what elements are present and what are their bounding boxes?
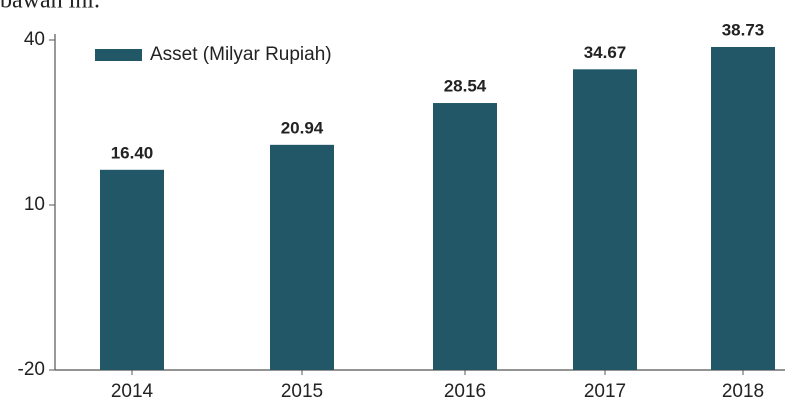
x-tick-label: 2015 <box>281 381 323 402</box>
x-tick-label: 2018 <box>722 381 764 402</box>
y-tick-label: -20 <box>18 359 45 380</box>
y-tick-label: 10 <box>24 194 45 215</box>
bar <box>433 103 497 370</box>
bar <box>573 69 637 370</box>
value-label: 20.94 <box>281 118 324 137</box>
value-label: 16.40 <box>111 143 154 162</box>
y-tick-label: 40 <box>24 29 45 50</box>
bar <box>270 144 334 370</box>
bar <box>100 169 164 370</box>
value-label: 28.54 <box>444 77 487 96</box>
x-tick-label: 2014 <box>111 381 154 402</box>
legend-swatch <box>95 49 142 61</box>
x-tick-label: 2016 <box>444 381 486 402</box>
value-label: 34.67 <box>584 43 627 62</box>
legend-label: Asset (Milyar Rupiah) <box>150 44 332 65</box>
bar <box>711 46 775 371</box>
x-tick-label: 2017 <box>584 381 626 402</box>
value-label: 38.73 <box>722 20 765 39</box>
caption: bawah ini. <box>0 0 100 14</box>
